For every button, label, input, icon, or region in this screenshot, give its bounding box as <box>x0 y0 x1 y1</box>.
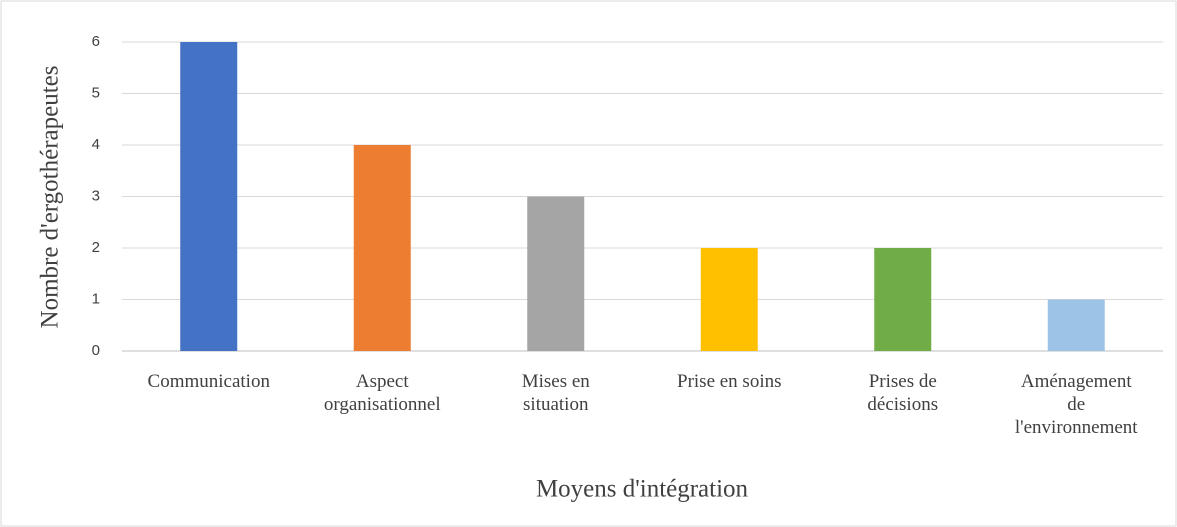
bar <box>180 42 238 351</box>
y-tick-label: 6 <box>92 33 100 50</box>
x-tick-label: Mises en situation <box>522 371 591 415</box>
y-axis-title: Nombre d'ergothérapeutes <box>37 66 64 329</box>
x-axis-title: Moyens d'intégration <box>536 476 749 503</box>
x-tick-label: Aménagement de l'environnement <box>1015 371 1138 438</box>
y-tick-label: 5 <box>92 84 100 101</box>
y-tick-label: 0 <box>92 342 100 359</box>
bar <box>874 248 932 351</box>
x-tick-label: Prises de décisions <box>867 371 938 415</box>
x-tick-label: Aspect organisationnel <box>324 371 441 415</box>
bar <box>1047 299 1105 351</box>
bar <box>700 248 758 351</box>
bar <box>353 145 411 351</box>
y-tick-label: 1 <box>92 290 100 307</box>
bar <box>527 196 585 351</box>
y-tick-label: 4 <box>92 136 100 153</box>
y-tick-label: 2 <box>92 239 100 256</box>
y-tick-label: 3 <box>92 187 100 204</box>
x-tick-label: Prise en soins <box>677 371 782 392</box>
x-tick-label: Communication <box>148 371 271 392</box>
